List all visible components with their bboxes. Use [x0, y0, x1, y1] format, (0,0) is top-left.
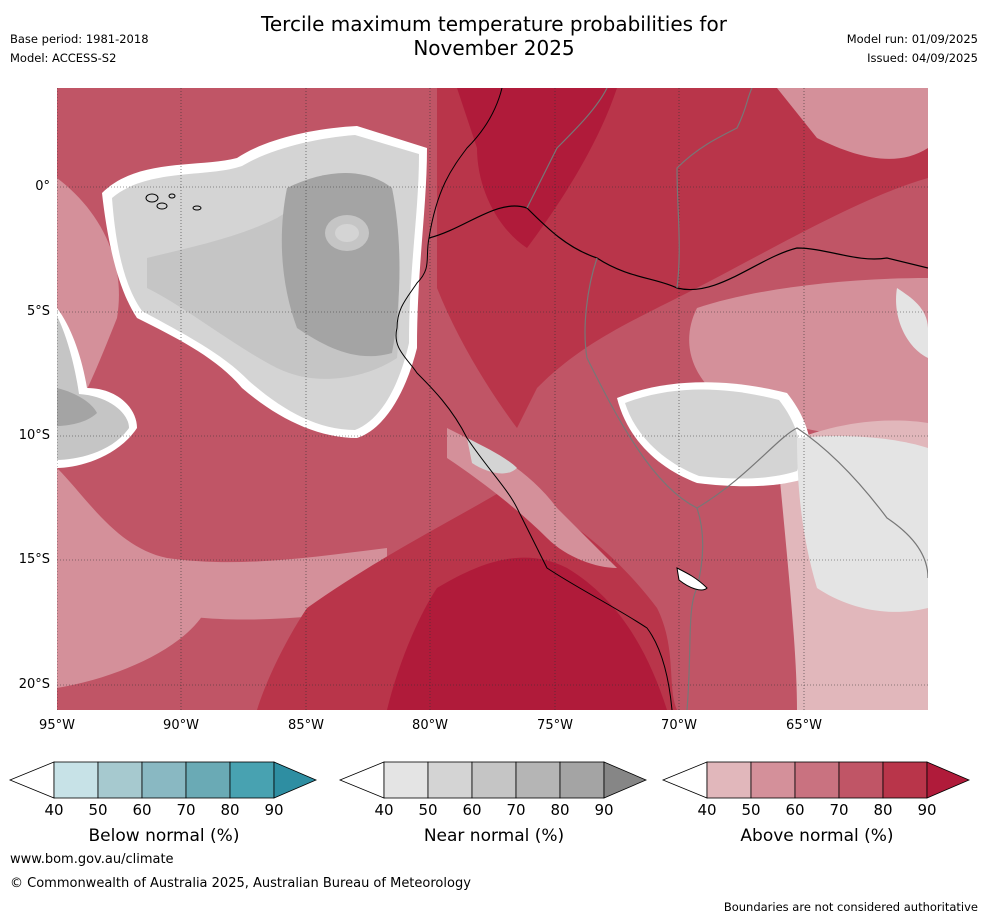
lat-label-10s: 10°S [18, 428, 50, 443]
country-borders-north [526, 88, 753, 289]
near-tick-40: 40 [374, 801, 394, 819]
above-tick-90: 90 [917, 801, 937, 819]
near-bin-80-90 [559, 761, 605, 799]
near-low-end [338, 761, 385, 799]
above-90-south [387, 557, 667, 710]
above-bin-40-50 [706, 761, 752, 799]
lon-label-75w: 75°W [537, 718, 573, 733]
near-bin-50-60 [427, 761, 473, 799]
above-high-end [926, 761, 971, 799]
coastline [395, 88, 673, 710]
lat-label-5s: 5°S [26, 304, 50, 319]
lon-label-90w: 90°W [163, 718, 199, 733]
above-60-south-west [57, 578, 207, 688]
lon-label-80w: 80°W [412, 718, 448, 733]
above-normal-label: Above normal (%) [740, 826, 894, 846]
near-normal-east [625, 389, 801, 479]
above-bin-60-70 [794, 761, 840, 799]
near-normal-80-region [281, 173, 400, 357]
below-bin-50-60 [97, 761, 143, 799]
below-bin-60-70 [141, 761, 187, 799]
above-tick-40: 40 [697, 801, 717, 819]
country-borders-east [696, 427, 928, 579]
below-high-end [273, 761, 318, 799]
near-tick-80: 80 [550, 801, 570, 819]
below-tick-70: 70 [176, 801, 196, 819]
lat-label-0: 0° [35, 179, 50, 194]
issued-date: Issued: 04/09/2025 [867, 51, 978, 65]
near-tick-50: 50 [418, 801, 438, 819]
near-normal-southeast [797, 436, 928, 612]
above-bin-80-90 [882, 761, 928, 799]
lon-label-70w: 70°W [661, 718, 697, 733]
below-tick-90: 90 [264, 801, 284, 819]
below-bin-40-50 [53, 761, 99, 799]
near-normal-west [57, 316, 129, 460]
above-tick-80: 80 [873, 801, 893, 819]
above-50-northeast [777, 88, 928, 159]
disclaimer: Boundaries are not considered authoritat… [723, 900, 978, 914]
map-title: Tercile maximum temperature probabilitie… [0, 12, 988, 60]
below-tick-60: 60 [132, 801, 152, 819]
above-bin-50-60 [750, 761, 796, 799]
near-tick-90: 90 [594, 801, 614, 819]
graticule [57, 88, 928, 710]
below-low-end [8, 761, 55, 799]
country-borders-south [584, 257, 704, 710]
near-normal-inner-core [335, 224, 359, 242]
base-period: Base period: 1981-2018 [10, 32, 149, 46]
below-bin-70-80 [185, 761, 231, 799]
above-tick-70: 70 [829, 801, 849, 819]
below-normal-label: Below normal (%) [88, 826, 240, 846]
near-normal-east-edge [896, 288, 928, 358]
colorbar-above [661, 761, 971, 799]
amazon-river [428, 205, 928, 291]
near-bin-70-80 [515, 761, 561, 799]
below-tick-80: 80 [220, 801, 240, 819]
above-tick-60: 60 [785, 801, 805, 819]
below-bin-80-90 [229, 761, 275, 799]
near-normal-west-core [57, 388, 97, 426]
lat-label-15s: 15°S [18, 552, 50, 567]
above-bin-70-80 [838, 761, 884, 799]
above-60-offshore-band [57, 468, 387, 620]
galapagos-islands [145, 193, 202, 211]
near-high-end [603, 761, 648, 799]
above-tick-50: 50 [741, 801, 761, 819]
lon-label-95w: 95°W [39, 718, 75, 733]
near-normal-label: Near normal (%) [423, 826, 565, 846]
above-low-end [661, 761, 708, 799]
lake-titicaca [676, 567, 708, 591]
below-tick-40: 40 [44, 801, 64, 819]
title-line-2: November 2025 [413, 36, 575, 60]
near-normal-coastal-patch [467, 438, 517, 474]
near-tick-60: 60 [462, 801, 482, 819]
website-link[interactable]: www.bom.gov.au/climate [10, 852, 174, 867]
near-tick-70: 70 [506, 801, 526, 819]
title-line-1: Tercile maximum temperature probabilitie… [261, 12, 727, 36]
lon-label-85w: 85°W [288, 718, 324, 733]
lon-label-65w: 65°W [786, 718, 822, 733]
colorbar-below [8, 761, 318, 799]
probability-map [57, 88, 928, 710]
near-bin-40-50 [383, 761, 429, 799]
map-canvas [57, 88, 928, 710]
below-tick-50: 50 [88, 801, 108, 819]
model-run: Model run: 01/09/2025 [846, 32, 978, 46]
copyright: © Commonwealth of Australia 2025, Austra… [10, 876, 471, 891]
lat-label-20s: 20°S [18, 677, 50, 692]
near-bin-60-70 [471, 761, 517, 799]
model-name: Model: ACCESS-S2 [10, 51, 117, 65]
colorbar-near [338, 761, 648, 799]
